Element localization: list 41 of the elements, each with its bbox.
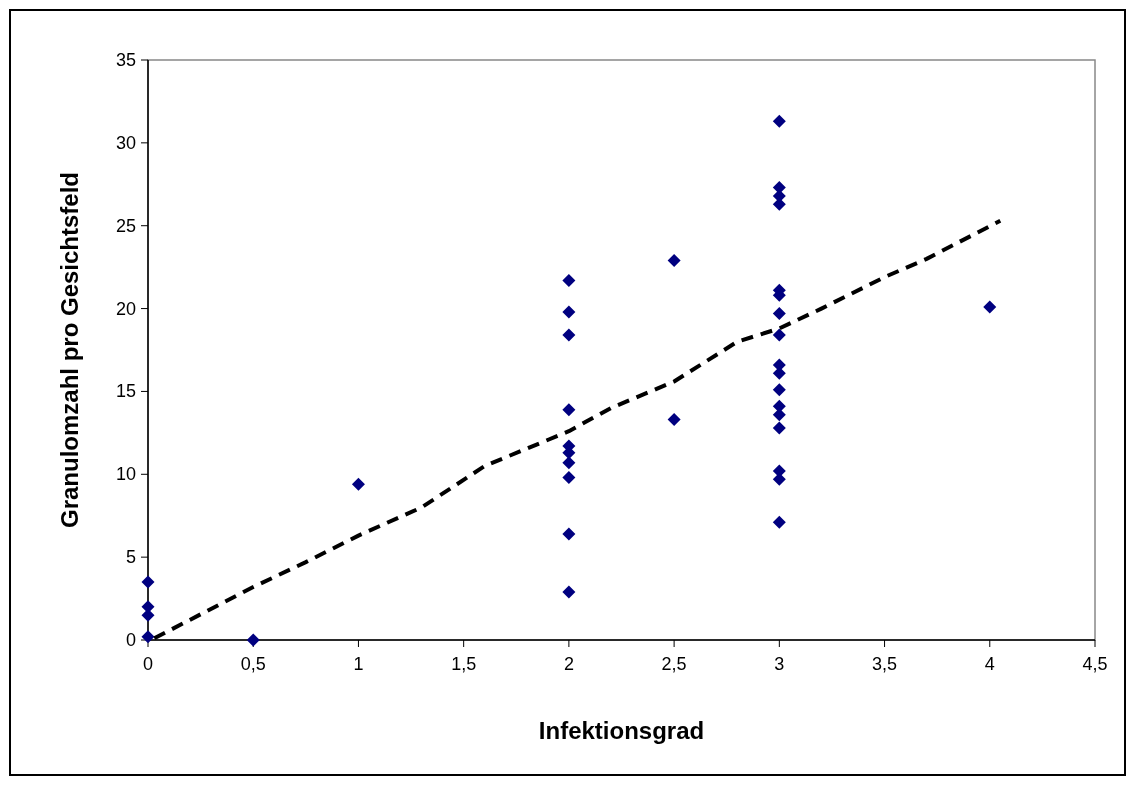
y-axis-title: Granulomzahl pro Gesichtsfeld (56, 171, 83, 529)
y-tick-label: 20 (115, 298, 136, 319)
point (246, 633, 260, 647)
point (667, 413, 681, 427)
point (351, 477, 365, 491)
point (772, 307, 786, 321)
point (141, 575, 155, 589)
x-tick-label: 4 (984, 654, 995, 674)
point (772, 515, 786, 529)
y-tick-label: 35 (115, 50, 136, 70)
point (562, 403, 576, 417)
point (562, 527, 576, 541)
point (772, 383, 786, 397)
point (983, 300, 997, 314)
point (772, 408, 786, 422)
y-tick-label: 15 (115, 381, 136, 402)
x-tick-label: 3 (774, 654, 785, 674)
point (562, 471, 576, 485)
point (562, 305, 576, 319)
point (562, 328, 576, 342)
x-tick-label: 0 (142, 654, 154, 674)
point (562, 456, 576, 470)
y-tick-label: 5 (125, 547, 136, 568)
point (562, 585, 576, 599)
y-tick-label: 30 (115, 132, 136, 153)
x-tick-label: 2,5 (661, 654, 687, 674)
point (772, 328, 786, 342)
point (772, 421, 786, 435)
y-tick-label: 10 (115, 464, 136, 485)
point (562, 273, 576, 287)
y-tick-label: 0 (125, 630, 136, 650)
x-tick-label: 4,5 (1082, 654, 1108, 674)
x-tick-label: 1 (353, 654, 364, 674)
x-tick-label: 2 (563, 654, 574, 674)
x-axis-title: Infektionsgrad (538, 717, 705, 744)
x-tick-label: 1,5 (451, 654, 477, 674)
y-tick-label: 25 (115, 215, 136, 236)
point (667, 254, 681, 268)
point (772, 114, 786, 128)
x-tick-label: 3,5 (872, 654, 898, 674)
x-tick-label: 0,5 (240, 654, 266, 674)
